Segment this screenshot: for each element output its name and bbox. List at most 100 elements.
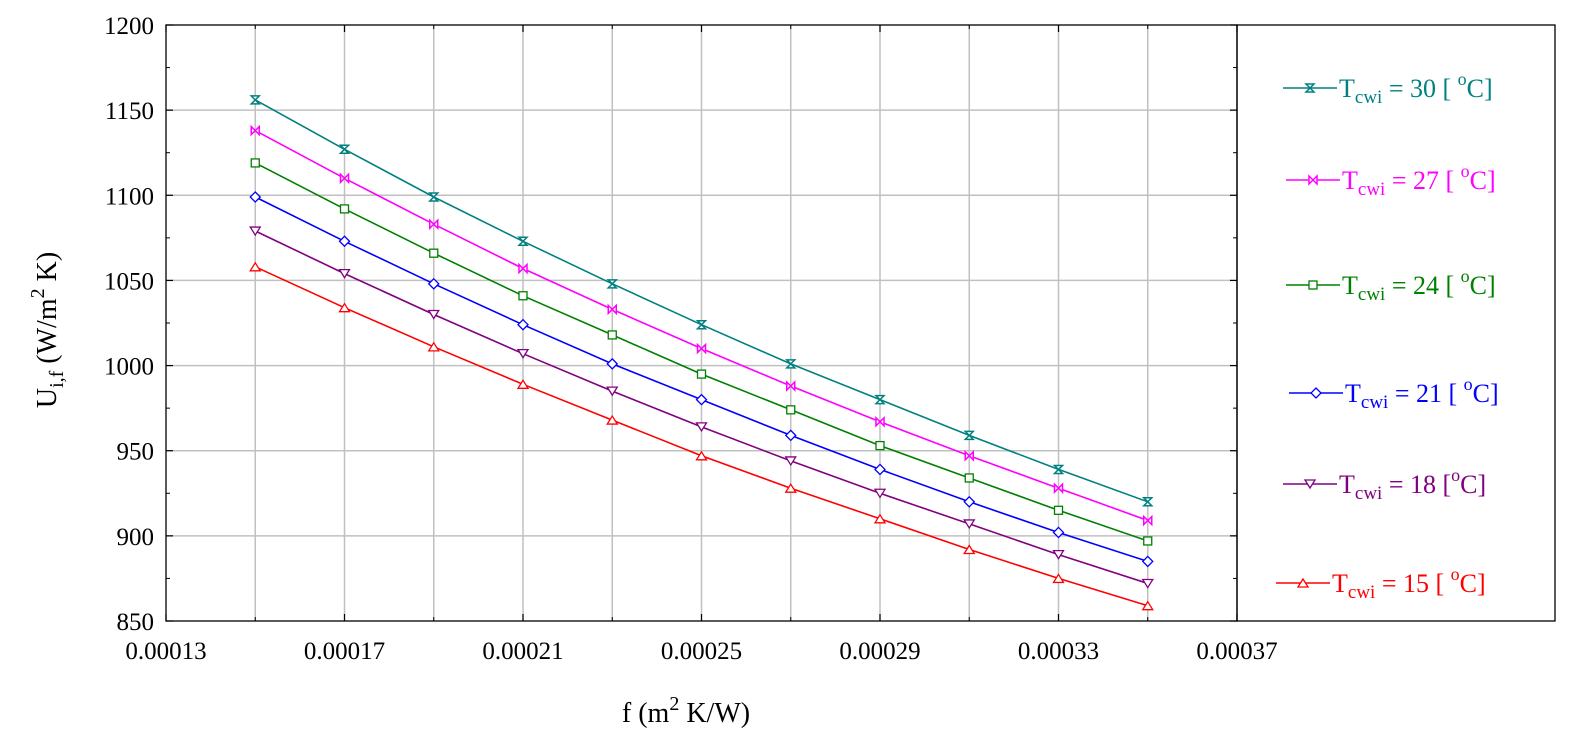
legend-label-mid: = 30 [ [1382,74,1457,103]
legend-label-sub: cwi [1361,392,1388,413]
data-point [1053,482,1064,494]
y-tick-label: 850 [117,609,155,636]
data-point [1141,555,1154,568]
y-axis-label-sub: i,f [46,370,68,388]
axis-labels: f (m2 K/W)Ui,f (W/m2 K) [27,252,750,729]
y-tick-label: 900 [117,524,155,551]
legend-label-end: C] [1470,271,1496,300]
data-point [786,405,796,415]
legend-label-sup: o [1451,465,1460,485]
x-tick-label: 0.00013 [125,638,206,665]
legend-label-end: C] [1467,74,1493,103]
data-point [249,95,262,105]
y-tick-label: 1000 [104,354,154,381]
data-point [873,513,887,524]
data-point [606,357,619,370]
data-point [338,144,351,155]
data-point [784,456,797,467]
x-tick-label: 0.00029 [839,638,920,665]
y-axis-label-unit-suffix: K) [32,252,63,289]
legend-label-base: T [1345,379,1361,408]
legend-label-base: T [1342,166,1358,195]
data-point [427,192,440,202]
series-2 [250,158,1153,546]
data-point [696,369,707,379]
data-point [874,394,886,405]
data-point [695,450,708,461]
y-axis-label: Ui,f (W/m2 K) [27,252,68,408]
legend-label-sup: o [1461,266,1470,286]
data-point [338,235,351,248]
legend: Tcwi = 30 [ oC]Tcwi = 27 [ oC]Tcwi = 24 … [1276,69,1499,603]
legend-label-end: C] [1460,569,1486,598]
legend-label-mid: = 27 [ [1385,166,1460,195]
legend-label-sup: o [1458,69,1467,89]
legend-label-base: T [1339,74,1355,103]
data-point [1052,526,1065,539]
legend-label-sup: o [1451,564,1460,584]
legend-entry-2: Tcwi = 24 [ oC] [1286,266,1496,305]
data-point [516,349,530,359]
data-point [1143,514,1153,527]
y-tick-label: 1050 [104,268,154,295]
legend-label-sub: cwi [1348,582,1375,603]
legend-label: Tcwi = 18 [oC] [1339,465,1486,504]
data-point [696,342,707,355]
data-point [607,330,617,340]
data-point [963,519,976,530]
data-point [607,303,617,316]
data-point [695,422,708,433]
data-point [875,415,885,428]
y-tick-label: 1100 [105,183,154,210]
x-axis-label-suffix: K/W) [679,698,750,729]
legend-label: Tcwi = 21 [ oC] [1345,374,1499,413]
data-point [1143,536,1153,546]
legend-label-sup: o [1464,374,1473,394]
x-tick-label: 0.00021 [482,638,563,665]
data-point [964,450,974,462]
data-point [606,279,619,289]
data-point [429,218,439,231]
x-tick-label: 0.00033 [1018,638,1099,665]
y-axis-label-base: U [32,388,63,408]
legend-label-end: C] [1460,470,1486,499]
legend-label-sub: cwi [1358,179,1385,200]
x-axis-label-prefix: f (m [622,698,670,729]
x-axis-label-sup: 2 [669,693,679,715]
data-point [874,463,886,476]
data-point [517,236,529,247]
legend-label: Tcwi = 24 [ oC] [1342,266,1496,305]
data-point [1052,549,1065,560]
legend-entry-0: Tcwi = 30 [ oC] [1283,69,1493,108]
data-point [1296,577,1310,588]
data-point [1052,464,1065,475]
data-point [875,440,885,451]
data-point [786,380,796,392]
data-point [1310,387,1322,399]
legend-label-sub: cwi [1355,483,1382,504]
x-tick-label: 0.00017 [304,638,385,665]
data-point [1308,280,1318,290]
y-axis-label-unit-prefix: (W/m [32,298,63,371]
data-point [1303,479,1317,490]
data-point [517,318,529,331]
x-axis-label: f (m2 K/W) [622,693,750,729]
legend-label: Tcwi = 15 [ oC] [1332,564,1486,603]
data-point [1308,174,1318,186]
data-point [784,359,797,369]
data-point [249,261,262,272]
legend-label-end: C] [1470,166,1496,195]
legend-label-mid: = 15 [ [1375,569,1450,598]
legend-frame [1236,24,1556,622]
data-point [427,309,440,320]
legend-entry-4: Tcwi = 18 [oC] [1283,465,1486,504]
data-point [964,473,974,483]
x-tick-label: 0.00025 [661,638,742,665]
data-point [606,414,619,425]
series-3 [249,191,1154,568]
series-group [249,95,1154,611]
data-point [518,291,528,301]
legend-label-mid: = 18 [ [1382,470,1451,499]
